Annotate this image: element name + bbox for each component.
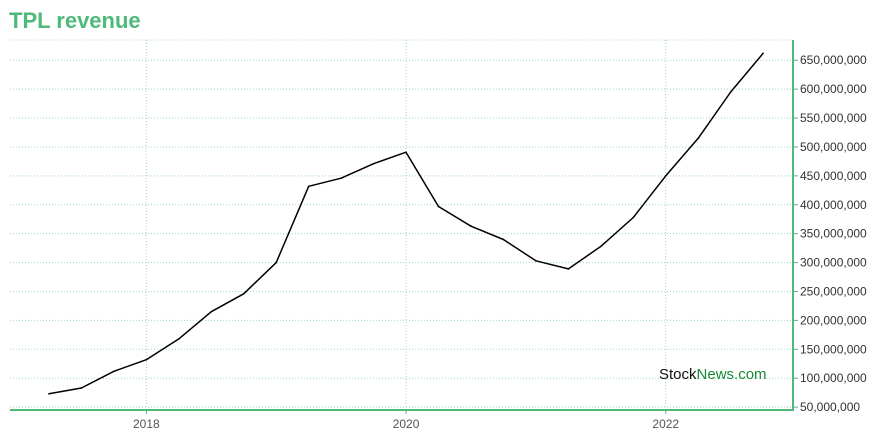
y-tick-label: 200,000,000 bbox=[800, 313, 867, 327]
data-point bbox=[729, 91, 732, 93]
y-tick-label: 650,000,000 bbox=[800, 53, 867, 67]
chart-title: TPL revenue bbox=[9, 8, 141, 33]
x-tick-label: 2022 bbox=[652, 417, 679, 431]
y-tick-label: 600,000,000 bbox=[800, 82, 867, 96]
x-tick-label: 2020 bbox=[393, 417, 420, 431]
data-point bbox=[632, 216, 635, 219]
x-tick-label: 2018 bbox=[133, 417, 160, 431]
data-point bbox=[145, 358, 148, 361]
y-tick-label: 50,000,000 bbox=[800, 400, 860, 414]
data-point bbox=[600, 245, 602, 248]
y-tick-labels: 50,000,000 100,000,000 150,000,000 200,000,… bbox=[800, 53, 867, 414]
watermark: StockNews.com bbox=[659, 366, 767, 383]
data-point bbox=[405, 151, 407, 153]
y-tick-label: 350,000,000 bbox=[800, 227, 867, 241]
y-tick-label: 400,000,000 bbox=[800, 198, 867, 212]
y-tick-label: 100,000,000 bbox=[800, 371, 867, 385]
y-tick-label: 500,000,000 bbox=[800, 140, 867, 154]
data-point bbox=[340, 177, 342, 179]
data-point bbox=[762, 52, 764, 55]
y-tick-label: 300,000,000 bbox=[800, 256, 867, 270]
axes bbox=[10, 40, 794, 411]
data-point bbox=[275, 261, 277, 264]
data-point bbox=[242, 292, 245, 295]
data-point bbox=[307, 185, 310, 188]
data-point bbox=[372, 162, 375, 165]
series-layer bbox=[48, 52, 764, 395]
y-tick-label: 550,000,000 bbox=[800, 111, 867, 125]
y-tick-label: 450,000,000 bbox=[800, 169, 867, 183]
data-point bbox=[567, 268, 570, 270]
data-point bbox=[178, 338, 180, 340]
data-point bbox=[664, 175, 667, 177]
data-point bbox=[470, 225, 472, 227]
y-tick-label: 250,000,000 bbox=[800, 284, 867, 298]
data-point bbox=[697, 137, 700, 140]
watermark-part1: Stock bbox=[659, 366, 697, 383]
data-point bbox=[437, 205, 440, 208]
data-point bbox=[48, 393, 50, 395]
data-point bbox=[502, 238, 505, 241]
data-point bbox=[113, 370, 115, 373]
y-tick-label: 150,000,000 bbox=[800, 342, 867, 356]
watermark-part2: News.com bbox=[697, 366, 767, 383]
grid-lines bbox=[10, 39, 798, 414]
data-point bbox=[210, 310, 213, 313]
data-point bbox=[535, 260, 537, 262]
x-tick-labels: 2018 2020 2022 bbox=[133, 417, 679, 431]
data-point bbox=[80, 387, 83, 389]
